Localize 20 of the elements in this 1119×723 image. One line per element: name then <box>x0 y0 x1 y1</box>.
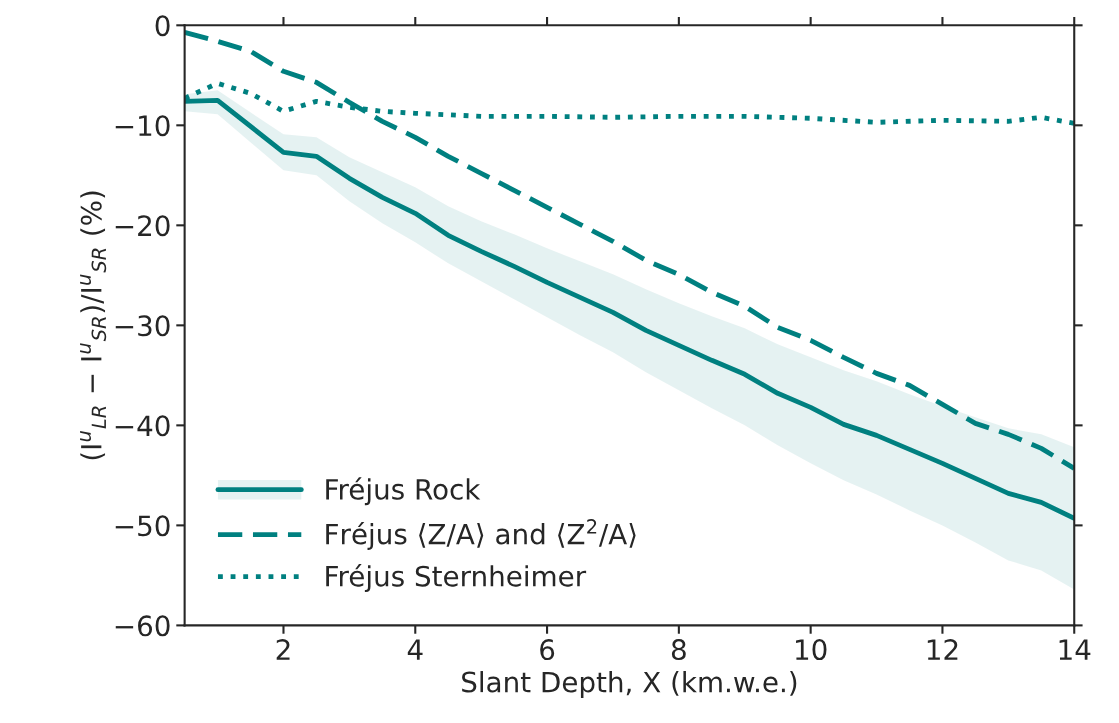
x-tick-label: 14 <box>1059 639 1091 660</box>
x-tick-label: 4 <box>407 639 423 660</box>
x-tick-label: 8 <box>671 639 686 661</box>
y-tick-label: −20 <box>115 215 170 237</box>
x-tick-label: 12 <box>927 639 958 660</box>
legend-label: Fréjus Sternheimer <box>326 564 587 593</box>
x-axis-title: Slant Depth, X (km.w.e.) <box>462 671 797 698</box>
x-tick-label: 2 <box>276 639 290 660</box>
y-tick-label: −60 <box>115 615 170 637</box>
y-tick-label: −50 <box>115 515 170 537</box>
y-tick-label: −10 <box>115 115 170 137</box>
legend-label: Fréjus ⟨Z/A⟩ and ⟨Z$^{2}$/A⟩ <box>326 519 636 550</box>
legend-label: Fréjus Rock <box>326 477 481 506</box>
y-tick-label: −40 <box>115 415 170 437</box>
y-tick-label: 0 <box>155 15 170 37</box>
x-tick-label: 10 <box>796 639 827 661</box>
y-tick-label: −30 <box>115 315 170 337</box>
x-tick-label: 6 <box>540 639 555 661</box>
line-series <box>184 29 1075 471</box>
text: (I$^{u}$$_{LR}$ − I$^{u}$$_{SR}$)/I$^{u}$$_{SR}$ (%) <box>80 191 107 460</box>
